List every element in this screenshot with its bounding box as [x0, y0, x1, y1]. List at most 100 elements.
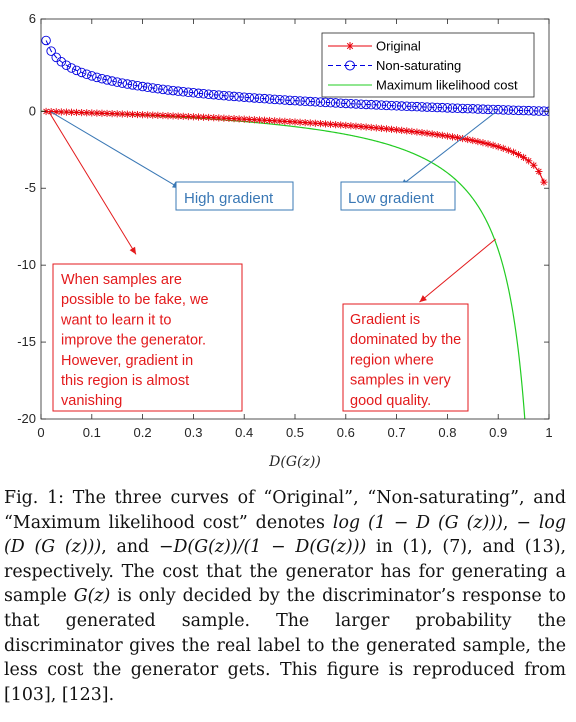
legend-label: Maximum likelihood cost — [376, 78, 518, 93]
point-nonsaturating — [264, 94, 275, 104]
point-nonsaturating — [427, 102, 437, 113]
point-original — [296, 118, 304, 126]
annotation-line: When samples are — [61, 272, 182, 288]
point-nonsaturating — [66, 63, 77, 73]
point-original — [499, 144, 507, 152]
point-original — [469, 136, 477, 145]
annotation-high-gradient: High gradient — [175, 181, 294, 211]
x-tick-label: 0.5 — [286, 425, 304, 440]
annotation-line: However, gradient in — [61, 353, 193, 369]
point-original — [103, 109, 111, 118]
annotation-line: want to learn it to — [60, 312, 171, 328]
point-nonsaturating — [81, 69, 92, 80]
point-original — [387, 125, 396, 133]
annotation-line: good quality. — [350, 393, 431, 409]
point-original — [113, 110, 121, 118]
point-nonsaturating — [473, 104, 483, 114]
point-nonsaturating — [285, 95, 295, 106]
point-nonsaturating — [214, 90, 224, 100]
point-nonsaturating — [71, 65, 82, 76]
point-original — [520, 153, 528, 161]
arrow-low-gradient — [400, 111, 496, 187]
point-nonsaturating — [46, 46, 56, 56]
point-nonsaturating — [341, 98, 351, 109]
point-nonsaturating — [346, 98, 356, 109]
point-nonsaturating — [229, 91, 239, 102]
point-original — [484, 140, 492, 148]
point-original — [174, 112, 182, 120]
point-original — [540, 178, 548, 186]
point-original — [342, 121, 350, 130]
point-nonsaturating — [198, 89, 209, 99]
point-nonsaturating — [168, 85, 178, 96]
point-nonsaturating — [117, 78, 128, 88]
caption-math: log (1 − D (G (z))) — [332, 512, 503, 533]
annotation-line: samples in very — [350, 373, 451, 389]
y-tick-label: -20 — [17, 411, 36, 426]
legend-box — [321, 32, 535, 98]
annotation-fake-region: When samples are possible to be fake, we w… — [52, 263, 243, 412]
point-nonsaturating — [234, 92, 244, 102]
point-original — [372, 124, 380, 132]
point-nonsaturating — [61, 60, 72, 70]
x-tick-label: 1 — [545, 425, 552, 440]
point-nonsaturating — [508, 105, 519, 115]
point-nonsaturating — [468, 104, 478, 114]
point-nonsaturating — [295, 96, 305, 106]
legend-entry: Non-saturating — [328, 58, 461, 73]
point-original — [509, 148, 518, 156]
point-nonsaturating — [396, 101, 407, 111]
x-tick-label: 0 — [37, 425, 44, 440]
point-nonsaturating — [290, 95, 300, 106]
y-tick-label: 0 — [29, 103, 36, 118]
point-nonsaturating — [142, 82, 153, 93]
point-nonsaturating — [493, 104, 503, 115]
point-nonsaturating — [381, 100, 392, 111]
point-nonsaturating — [102, 75, 112, 85]
point-original — [525, 157, 533, 165]
point-original — [514, 150, 523, 159]
legend-label: Original — [376, 39, 421, 54]
annotation-line: vanishing — [61, 393, 122, 409]
point-nonsaturating — [193, 88, 204, 99]
point-original — [332, 121, 340, 129]
point-nonsaturating — [224, 91, 234, 101]
x-tick-label: 0.9 — [489, 425, 507, 440]
point-original — [443, 132, 451, 140]
point-nonsaturating — [483, 104, 493, 115]
x-tick-label: 0.7 — [388, 425, 406, 440]
caption-math: −D(G(z))/(1 − D(G(z))) — [158, 537, 367, 558]
annotation-line: region where — [350, 352, 434, 368]
annotation-line: Low gradient — [348, 190, 435, 207]
point-original — [413, 128, 421, 136]
point-nonsaturating — [447, 103, 458, 113]
point-original — [474, 137, 482, 146]
point-nonsaturating — [335, 98, 346, 108]
point-original — [337, 121, 345, 129]
point-original — [453, 134, 462, 142]
point-nonsaturating — [407, 101, 417, 112]
point-nonsaturating — [153, 83, 163, 94]
x-tick-label: 0.1 — [83, 425, 101, 440]
y-tick-label: -5 — [24, 180, 36, 195]
annotation-low-gradient: Low gradient — [340, 181, 456, 211]
annotation-line: improve the generator. — [61, 333, 206, 349]
point-nonsaturating — [203, 89, 214, 100]
point-nonsaturating — [249, 93, 260, 103]
annotation-line: dominated by the — [350, 332, 461, 348]
point-nonsaturating — [402, 101, 412, 112]
x-tick-label: 0.4 — [235, 425, 253, 440]
point-original — [382, 125, 391, 133]
point-nonsaturating — [452, 103, 463, 114]
point-original — [194, 113, 203, 121]
point-nonsaturating — [92, 72, 102, 83]
point-nonsaturating — [148, 83, 158, 93]
legend-entry: Original — [328, 39, 421, 54]
point-nonsaturating — [391, 101, 402, 111]
point-nonsaturating — [498, 105, 509, 115]
arrow-fake-region — [48, 111, 137, 255]
point-nonsaturating — [269, 94, 280, 105]
point-original — [448, 133, 457, 141]
x-tick-label: 0.2 — [134, 425, 152, 440]
point-original — [408, 127, 416, 136]
